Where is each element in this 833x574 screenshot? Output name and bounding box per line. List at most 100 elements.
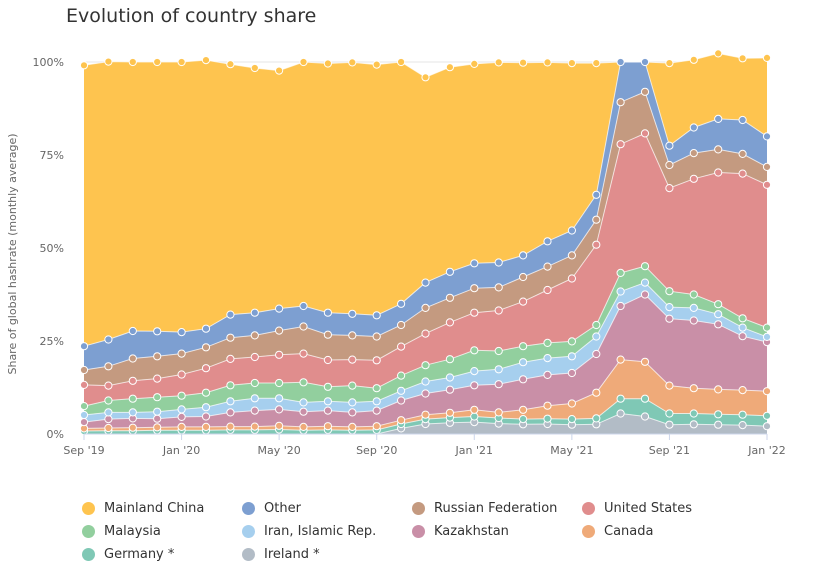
point-other[interactable] bbox=[299, 301, 308, 311]
point-canada[interactable] bbox=[250, 422, 259, 431]
point-iran-islamic-rep[interactable] bbox=[250, 394, 259, 403]
point-russian-federation[interactable] bbox=[421, 303, 430, 312]
point-iran-islamic-rep[interactable] bbox=[275, 394, 284, 403]
point-united-states[interactable] bbox=[665, 184, 674, 193]
point-united-states[interactable] bbox=[348, 355, 357, 364]
point-germany[interactable] bbox=[665, 409, 674, 418]
point-mainland-china[interactable] bbox=[275, 66, 284, 75]
point-kazakhstan[interactable] bbox=[397, 396, 406, 405]
legend-item-canada[interactable]: Canada bbox=[582, 524, 653, 539]
point-other[interactable] bbox=[421, 278, 430, 287]
point-kazakhstan[interactable] bbox=[299, 407, 308, 416]
point-germany[interactable] bbox=[470, 412, 479, 421]
point-ireland[interactable] bbox=[762, 422, 772, 431]
point-united-states[interactable] bbox=[616, 140, 625, 149]
point-mainland-china[interactable] bbox=[762, 53, 772, 63]
legend-item-other[interactable]: Other bbox=[242, 501, 301, 516]
point-germany[interactable] bbox=[543, 414, 552, 423]
point-mainland-china[interactable] bbox=[738, 54, 747, 63]
point-united-states[interactable] bbox=[543, 285, 552, 295]
point-united-states[interactable] bbox=[494, 306, 503, 315]
point-mainland-china[interactable] bbox=[104, 57, 113, 66]
point-kazakhstan[interactable] bbox=[470, 381, 479, 390]
point-canada[interactable] bbox=[592, 388, 601, 397]
point-malaysia[interactable] bbox=[616, 268, 625, 277]
point-ireland[interactable] bbox=[689, 420, 698, 429]
legend-item-mainland-china[interactable]: Mainland China bbox=[82, 501, 204, 516]
point-canada[interactable] bbox=[421, 410, 430, 419]
point-kazakhstan[interactable] bbox=[226, 408, 235, 417]
point-mainland-china[interactable] bbox=[421, 73, 430, 82]
point-united-states[interactable] bbox=[445, 318, 454, 327]
point-russian-federation[interactable] bbox=[592, 215, 601, 224]
point-other[interactable] bbox=[348, 309, 357, 318]
point-germany[interactable] bbox=[616, 394, 625, 403]
point-russian-federation[interactable] bbox=[128, 354, 137, 363]
point-russian-federation[interactable] bbox=[665, 160, 674, 170]
point-canada[interactable] bbox=[689, 384, 698, 393]
point-other[interactable] bbox=[226, 310, 235, 319]
point-united-states[interactable] bbox=[275, 350, 284, 359]
point-ireland[interactable] bbox=[714, 420, 723, 429]
point-germany[interactable] bbox=[738, 410, 747, 419]
point-iran-islamic-rep[interactable] bbox=[445, 373, 454, 382]
point-germany[interactable] bbox=[640, 394, 650, 403]
point-russian-federation[interactable] bbox=[372, 332, 381, 341]
point-united-states[interactable] bbox=[397, 342, 406, 351]
point-russian-federation[interactable] bbox=[323, 330, 332, 339]
point-mainland-china[interactable] bbox=[519, 58, 528, 67]
point-kazakhstan[interactable] bbox=[372, 406, 381, 415]
point-united-states[interactable] bbox=[519, 297, 528, 306]
point-russian-federation[interactable] bbox=[494, 283, 503, 292]
point-kazakhstan[interactable] bbox=[494, 380, 503, 389]
point-malaysia[interactable] bbox=[567, 337, 577, 346]
point-mainland-china[interactable] bbox=[470, 59, 479, 69]
point-iran-islamic-rep[interactable] bbox=[372, 397, 381, 406]
point-kazakhstan[interactable] bbox=[348, 408, 357, 417]
point-russian-federation[interactable] bbox=[714, 145, 723, 154]
point-other[interactable] bbox=[323, 308, 332, 317]
point-malaysia[interactable] bbox=[104, 396, 113, 405]
area-canada[interactable] bbox=[84, 359, 767, 431]
point-united-states[interactable] bbox=[689, 174, 698, 183]
point-other[interactable] bbox=[689, 123, 698, 132]
point-iran-islamic-rep[interactable] bbox=[153, 407, 162, 416]
point-mainland-china[interactable] bbox=[177, 57, 186, 67]
point-kazakhstan[interactable] bbox=[177, 412, 186, 421]
point-mainland-china[interactable] bbox=[543, 58, 552, 67]
point-mainland-china[interactable] bbox=[689, 55, 698, 64]
point-malaysia[interactable] bbox=[640, 262, 650, 271]
point-canada[interactable] bbox=[543, 401, 552, 410]
point-canada[interactable] bbox=[762, 387, 772, 396]
point-mainland-china[interactable] bbox=[201, 56, 211, 65]
point-iran-islamic-rep[interactable] bbox=[543, 354, 552, 363]
point-iran-islamic-rep[interactable] bbox=[616, 287, 625, 296]
point-united-states[interactable] bbox=[714, 168, 723, 177]
point-malaysia[interactable] bbox=[128, 394, 137, 403]
area-ireland[interactable] bbox=[84, 413, 767, 435]
legend-item-malaysia[interactable]: Malaysia bbox=[82, 524, 161, 539]
point-other[interactable] bbox=[201, 324, 211, 333]
point-other[interactable] bbox=[177, 328, 186, 337]
point-other[interactable] bbox=[762, 132, 772, 141]
point-united-states[interactable] bbox=[738, 169, 747, 178]
point-canada[interactable] bbox=[201, 422, 211, 431]
point-other[interactable] bbox=[250, 308, 259, 317]
point-other[interactable] bbox=[543, 237, 552, 246]
point-other[interactable] bbox=[372, 311, 381, 320]
point-kazakhstan[interactable] bbox=[323, 406, 332, 415]
point-malaysia[interactable] bbox=[348, 381, 357, 390]
point-iran-islamic-rep[interactable] bbox=[470, 367, 479, 376]
point-kazakhstan[interactable] bbox=[153, 414, 162, 423]
point-canada[interactable] bbox=[275, 421, 284, 430]
point-united-states[interactable] bbox=[470, 308, 479, 317]
legend-item-united-states[interactable]: United States bbox=[582, 501, 692, 516]
point-iran-islamic-rep[interactable] bbox=[323, 397, 332, 406]
point-mainland-china[interactable] bbox=[567, 59, 577, 68]
point-canada[interactable] bbox=[348, 422, 357, 431]
point-mainland-china[interactable] bbox=[226, 60, 235, 69]
point-germany[interactable] bbox=[762, 411, 772, 420]
point-other[interactable] bbox=[714, 114, 723, 124]
point-mainland-china[interactable] bbox=[299, 57, 308, 67]
point-kazakhstan[interactable] bbox=[665, 314, 674, 323]
